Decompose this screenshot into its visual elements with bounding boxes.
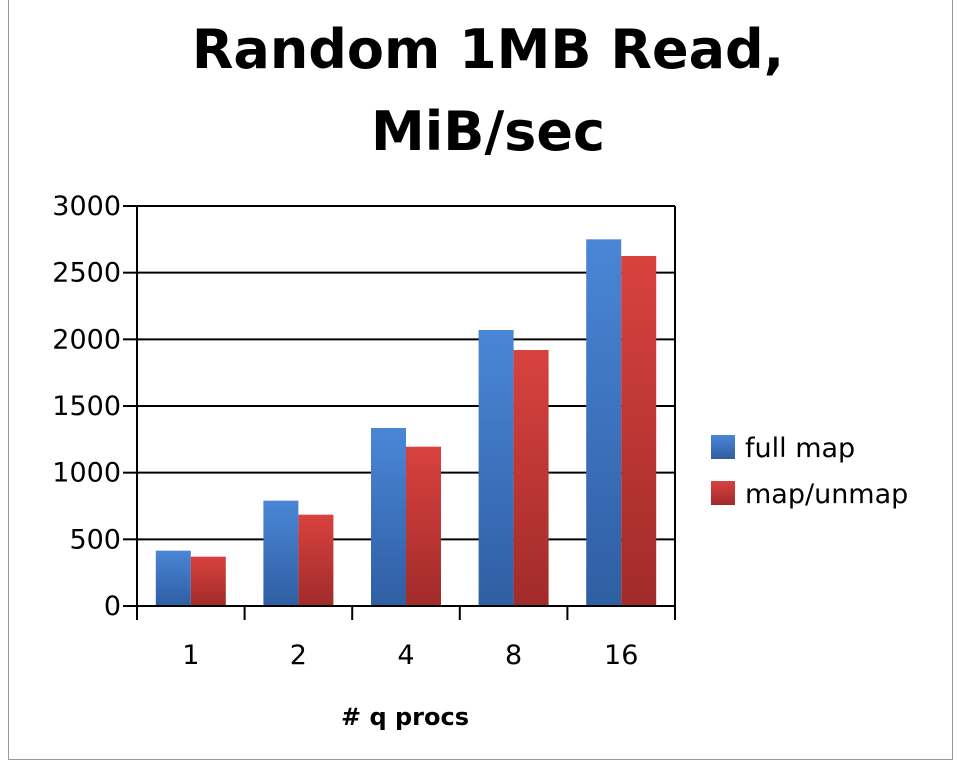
- y-tick-label-1000: 1000: [52, 458, 121, 489]
- x-axis-label: # q procs: [341, 703, 469, 731]
- y-tick-label-2500: 2500: [52, 258, 121, 289]
- y-tick-label-1500: 1500: [52, 391, 121, 422]
- x-tick-label-2: 2: [290, 640, 307, 671]
- bar-full-map-4: [371, 428, 406, 606]
- y-tick-label-0: 0: [104, 591, 121, 622]
- bar-map-unmap-8: [513, 350, 549, 606]
- chart-title-line-1: Random 1MB Read,: [192, 18, 784, 81]
- y-tick-label-2000: 2000: [52, 324, 121, 355]
- bar-map-unmap-16: [621, 256, 657, 606]
- bar-map-unmap-2: [298, 514, 334, 606]
- bar-full-map-1: [155, 550, 191, 606]
- y-tick-label-500: 500: [69, 524, 121, 555]
- bar-map-unmap-1: [190, 556, 226, 606]
- chart-title-line-2: MiB/sec: [371, 100, 605, 163]
- y-tick-label-3000: 3000: [52, 191, 121, 222]
- bar-map-unmap-4: [406, 446, 441, 606]
- legend-label-full-map: full map: [745, 433, 855, 464]
- legend-swatch-full-map: [711, 435, 735, 459]
- x-tick-label-4: 4: [397, 640, 414, 671]
- x-tick-label-8: 8: [505, 640, 522, 671]
- bar-full-map-16: [586, 239, 622, 607]
- legend-swatch-map-unmap: [711, 481, 735, 505]
- bar-full-map-2: [263, 500, 299, 606]
- bar-full-map-8: [478, 330, 514, 606]
- x-tick-label-1: 1: [182, 640, 199, 671]
- x-tick-label-16: 16: [604, 640, 638, 671]
- legend-label-map-unmap: map/unmap: [745, 479, 908, 510]
